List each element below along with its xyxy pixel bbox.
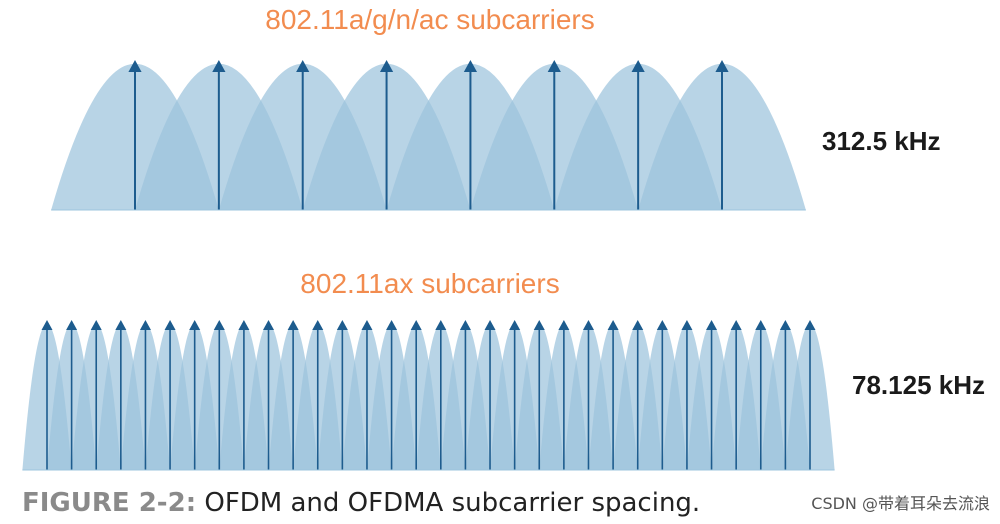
- subcarrier-arrow-head: [212, 60, 226, 72]
- subcarrier-arrow-head: [287, 320, 299, 330]
- subcarrier-arrow-head: [41, 320, 53, 330]
- subcarrier-arrow-head: [139, 320, 151, 330]
- subcarrier-arrow-head: [631, 60, 645, 72]
- subcarrier-arrow-head: [755, 320, 767, 330]
- subcarrier-arrow-head: [547, 60, 561, 72]
- subcarrier-arrow-head: [386, 320, 398, 330]
- subcarrier-arrow-head: [164, 320, 176, 330]
- subcarrier-arrow-head: [706, 320, 718, 330]
- subcarrier-arrow-head: [715, 60, 729, 72]
- subcarrier-arrow-head: [189, 320, 201, 330]
- subcarrier-arrow-head: [804, 320, 816, 330]
- subcarrier-arrow-head: [312, 320, 324, 330]
- subcarrier-arrow-head: [296, 60, 310, 72]
- subcarrier-arrow-head: [66, 320, 78, 330]
- subcarrier-arrow-head: [90, 320, 102, 330]
- subcarrier-arrow-head: [779, 320, 791, 330]
- subcarrier-arrow-head: [115, 320, 127, 330]
- subcarrier-arrow-head: [435, 320, 447, 330]
- bottom-panel-title: 802.11ax subcarriers: [300, 268, 560, 299]
- top-spacing-label: 312.5 kHz: [822, 126, 941, 156]
- subcarrier-arrow-head: [509, 320, 521, 330]
- subcarrier-arrow-head: [730, 320, 742, 330]
- subcarrier-arrow-head: [361, 320, 373, 330]
- subcarrier-arrow-head: [533, 320, 545, 330]
- top-subcarrier-panel: [51, 60, 806, 211]
- subcarrier-arrow-head: [128, 60, 142, 72]
- subcarrier-arrow-head: [558, 320, 570, 330]
- subcarrier-arrow-head: [336, 320, 348, 330]
- figure-caption: FIGURE 2-2: OFDM and OFDMA subcarrier sp…: [22, 488, 700, 518]
- subcarrier-arrow-head: [484, 320, 496, 330]
- subcarrier-arrow-head: [379, 60, 394, 72]
- subcarrier-arrow-head: [681, 320, 693, 330]
- subcarrier-arrow-head: [459, 320, 471, 330]
- subcarrier-arrow-head: [656, 320, 668, 330]
- figure-caption-text: OFDM and OFDMA subcarrier spacing.: [196, 488, 701, 518]
- subcarrier-arrow-head: [632, 320, 644, 330]
- subcarrier-arrow-head: [582, 320, 594, 330]
- subcarrier-arrow-head: [213, 320, 225, 330]
- subcarrier-arrow-head: [263, 320, 275, 330]
- subcarrier-arrow-head: [238, 320, 250, 330]
- bottom-spacing-label: 78.125 kHz: [852, 370, 985, 400]
- subcarrier-arrow-head: [463, 60, 478, 72]
- bottom-subcarrier-panel: [22, 320, 835, 471]
- watermark: CSDN @带着耳朵去流浪: [811, 494, 990, 513]
- top-panel-title: 802.11a/g/n/ac subcarriers: [265, 4, 595, 35]
- figure-label: FIGURE 2-2:: [22, 488, 197, 518]
- subcarrier-arrow-head: [410, 320, 422, 330]
- subcarrier-arrow-head: [607, 320, 619, 330]
